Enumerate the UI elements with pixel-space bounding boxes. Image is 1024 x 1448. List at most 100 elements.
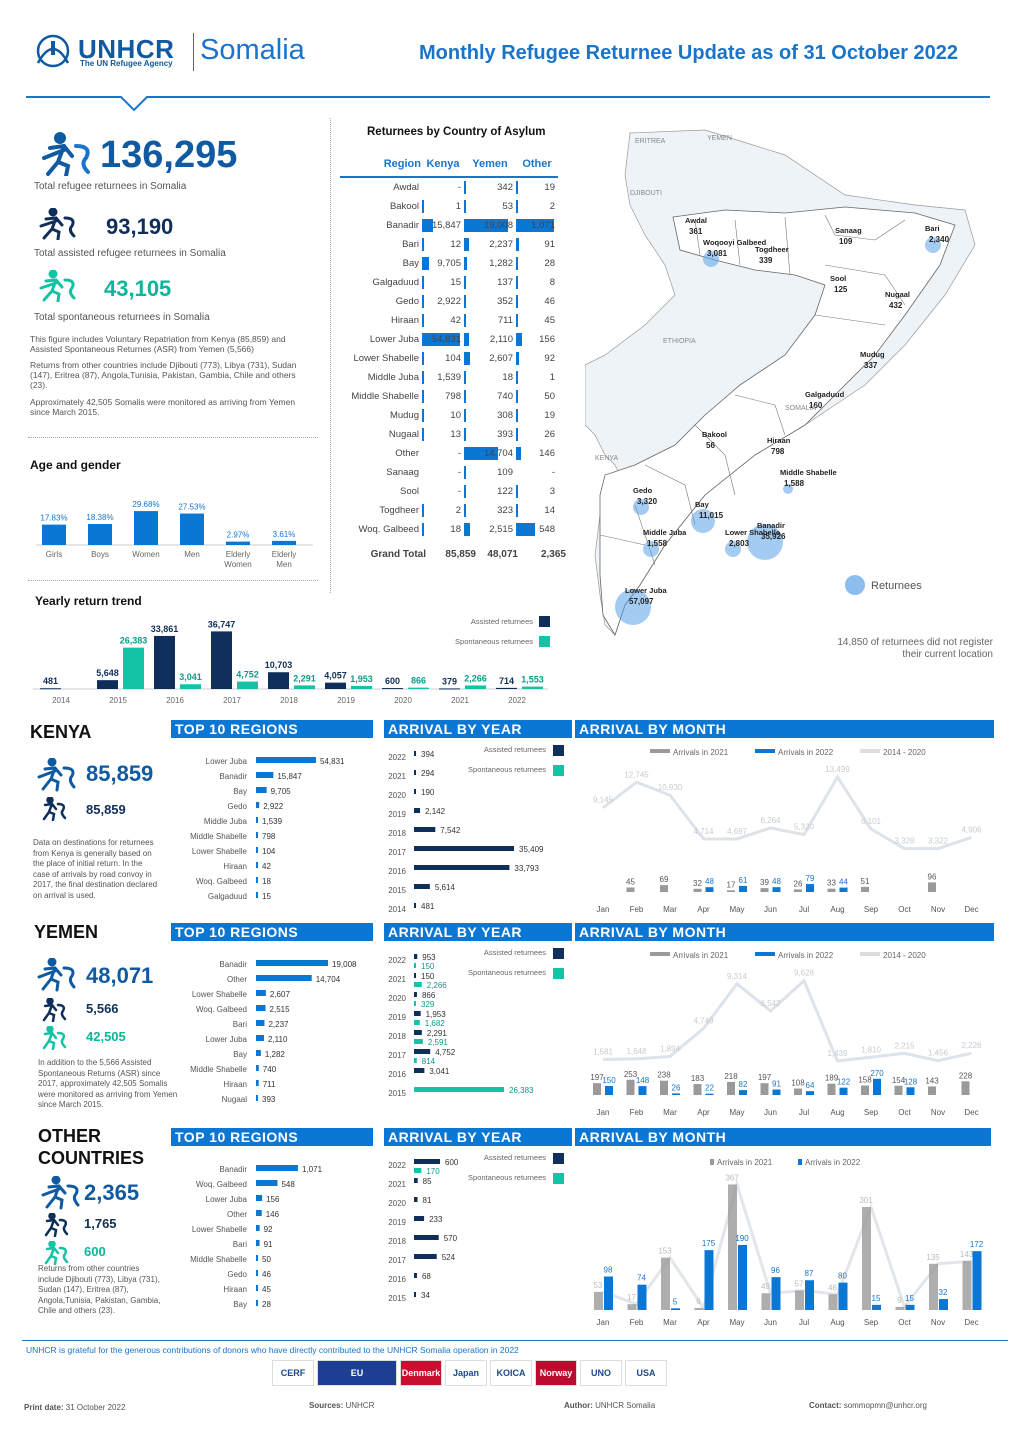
map-region-value: 337: [864, 361, 878, 370]
bar: [256, 960, 328, 966]
running-person-icon: [44, 1241, 69, 1265]
bar: [414, 1197, 418, 1202]
table-cell-yemen: 352: [464, 292, 516, 311]
map-region-label: Gedo: [633, 486, 653, 495]
summary-note-3: Approximately 42,505 Somalis were monito…: [30, 397, 296, 417]
map-country-label: ERITREA: [635, 138, 666, 145]
cell-value: 2,607: [489, 353, 513, 364]
map-region-value: 1,558: [647, 539, 668, 548]
data-label: 48: [772, 877, 781, 886]
tick-label: Lower Shabelle: [192, 990, 248, 999]
tick-label: Banadir: [219, 960, 247, 969]
bar: [738, 1245, 747, 1310]
bar: [414, 770, 416, 775]
tick-label: Elderly: [272, 550, 296, 559]
bar: [414, 846, 514, 851]
bar: [414, 1292, 416, 1297]
map-region-value: 56: [706, 441, 715, 450]
cell-value: 26: [544, 429, 555, 440]
col-other: Other: [516, 152, 558, 178]
legend-label: Assisted returnees: [484, 948, 546, 957]
cell-bar: [516, 200, 518, 213]
tick-label: Middle Shabelle: [190, 832, 247, 841]
data-label: 2,226: [961, 1041, 982, 1050]
cell-bar: [464, 523, 470, 536]
cell-value: 146: [539, 448, 555, 459]
tick-label: 2015: [109, 696, 127, 705]
cell-bar: [464, 466, 466, 479]
data-label: 17.83%: [40, 514, 67, 523]
tick-label: Aug: [830, 1108, 844, 1117]
table-row: Lower Shabelle 104 2,607 92: [340, 349, 558, 368]
other-top10-banner: TOP 10 REGIONS: [171, 1128, 373, 1146]
cell-value: 46: [544, 296, 555, 307]
data-label: 150: [421, 972, 435, 981]
cell-value: 92: [544, 353, 555, 364]
donor-logo-koica: KOICA: [490, 1360, 532, 1386]
sources: Sources: UNHCR: [309, 1401, 374, 1410]
tick-label: 2016: [388, 867, 406, 876]
legend-swatch: [798, 1159, 802, 1165]
cell-value: 308: [497, 410, 513, 421]
donor-name: UNO: [591, 1368, 611, 1378]
cell-value: 711: [497, 315, 513, 326]
tick-label: Middle Shabelle: [190, 1065, 247, 1074]
tick-label: 2018: [280, 696, 298, 705]
bar: [794, 889, 802, 892]
bar: [256, 892, 258, 898]
divider: [28, 437, 318, 438]
tick-label: 2017: [388, 848, 406, 857]
data-label: 104: [262, 847, 276, 856]
cell-value: 54,831: [431, 334, 461, 345]
org-subtitle: The UN Refugee Agency: [80, 59, 173, 68]
bar: [237, 681, 258, 689]
data-label: 481: [421, 902, 435, 911]
cell-bar: [516, 181, 518, 194]
bar: [873, 1078, 881, 1095]
bar: [414, 884, 430, 889]
tick-label: Elderly: [226, 550, 250, 559]
bar: [414, 1273, 417, 1278]
tick-label: 2020: [388, 994, 406, 1003]
data-label: 146: [266, 1210, 280, 1219]
series-line: [602, 978, 972, 1063]
yemen-bymonth-chart: Arrivals in 2021 Arrivals in 2022 2014 - 2…: [590, 951, 982, 1117]
running-person-icon: [42, 998, 67, 1022]
data-label: 148: [636, 1076, 650, 1085]
data-label: 3.61%: [273, 530, 296, 539]
data-label: 35,409: [519, 845, 544, 854]
cell-bar: [422, 371, 424, 384]
bar: [414, 827, 436, 832]
bar: [772, 887, 781, 892]
bar: [256, 1255, 258, 1261]
bar: [180, 513, 204, 545]
data-label: 740: [263, 1065, 277, 1074]
map-country-label: YEMEN: [707, 135, 732, 142]
asylum-table: Region Kenya Yemen Other Awdal -342 19 Bako…: [340, 152, 566, 560]
legend-swatch: [650, 952, 670, 956]
bar: [895, 1306, 905, 1310]
cell-bar: [516, 238, 520, 251]
cell-bar: [422, 409, 424, 422]
bar: [939, 1299, 948, 1310]
table-cell-region: Bari: [402, 239, 419, 250]
data-label: 46: [828, 1283, 837, 1292]
data-label: 33,793: [514, 864, 539, 873]
author-value: UNHCR Somalia: [595, 1401, 656, 1410]
tick-label: 2022: [388, 753, 406, 762]
yearly-trend-title: Yearly return trend: [35, 594, 142, 608]
map-region-label: Bari: [925, 224, 940, 233]
map-region-value: 3,320: [637, 497, 658, 506]
data-label: 49: [761, 1282, 770, 1291]
table-row: Bay 9,705 1,282 28: [340, 254, 558, 273]
map-country-label: SOMALIA: [785, 405, 816, 412]
data-label: 154: [892, 1076, 906, 1085]
bar: [704, 1250, 714, 1310]
table-cell-kenya: 1: [422, 197, 464, 216]
donor-logo-denmark: Denmark: [400, 1360, 442, 1386]
yemen-top10-banner: TOP 10 REGIONS: [171, 923, 373, 941]
bar: [414, 1235, 439, 1240]
tick-label: Nugaal: [222, 1095, 248, 1104]
legend-swatch: [755, 952, 775, 956]
